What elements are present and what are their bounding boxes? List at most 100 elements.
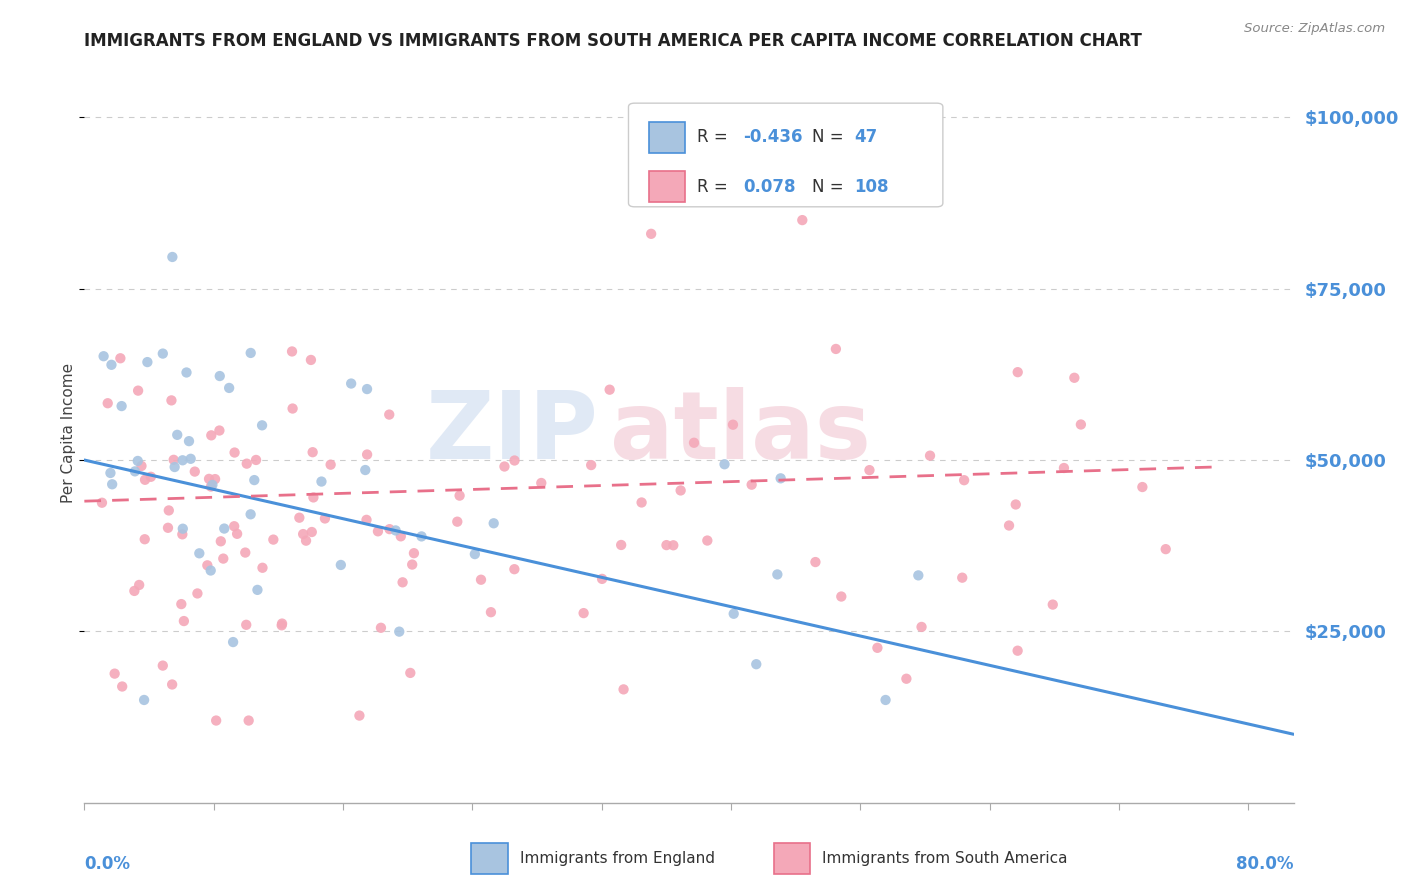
Point xyxy=(288,510,311,524)
Point xyxy=(163,460,186,475)
Point xyxy=(132,693,155,707)
Point xyxy=(830,590,852,604)
Point xyxy=(479,605,502,619)
Text: -0.436: -0.436 xyxy=(744,128,803,146)
Point xyxy=(301,524,323,539)
Point xyxy=(250,418,273,433)
Point xyxy=(236,457,259,471)
Point xyxy=(157,503,180,517)
Text: Source: ZipAtlas.com: Source: ZipAtlas.com xyxy=(1244,22,1385,36)
Point xyxy=(186,586,208,600)
Point xyxy=(180,451,202,466)
Point xyxy=(662,538,685,552)
Text: 0.078: 0.078 xyxy=(744,178,796,196)
Point xyxy=(402,546,425,560)
FancyBboxPatch shape xyxy=(471,843,508,874)
Point xyxy=(200,564,222,578)
Point xyxy=(1053,461,1076,475)
Point xyxy=(391,575,413,590)
Point xyxy=(579,458,602,472)
Point xyxy=(494,459,516,474)
Point xyxy=(503,562,526,576)
Point xyxy=(184,465,207,479)
Point xyxy=(134,473,156,487)
Point xyxy=(389,529,412,543)
Point xyxy=(610,538,633,552)
Point xyxy=(100,358,122,372)
Point xyxy=(388,624,411,639)
Point xyxy=(329,558,352,572)
Point xyxy=(319,458,342,472)
Point xyxy=(110,351,132,366)
Point xyxy=(591,572,613,586)
Point xyxy=(301,445,323,459)
Point xyxy=(243,473,266,487)
Point xyxy=(136,355,159,369)
Text: 108: 108 xyxy=(855,178,889,196)
Point xyxy=(721,417,744,432)
Point xyxy=(918,449,941,463)
Point xyxy=(950,571,973,585)
Text: IMMIGRANTS FROM ENGLAND VS IMMIGRANTS FROM SOUTH AMERICA PER CAPITA INCOME CORRE: IMMIGRANTS FROM ENGLAND VS IMMIGRANTS FR… xyxy=(84,32,1142,50)
Text: 80.0%: 80.0% xyxy=(1236,855,1294,872)
Point xyxy=(212,522,235,536)
Point xyxy=(271,616,294,631)
Point xyxy=(208,369,231,384)
Point xyxy=(163,453,186,467)
Point xyxy=(302,491,325,505)
Text: N =: N = xyxy=(813,178,849,196)
Point xyxy=(866,640,889,655)
Point xyxy=(235,617,257,632)
Text: 47: 47 xyxy=(855,128,877,146)
FancyBboxPatch shape xyxy=(650,171,685,202)
Point xyxy=(198,472,221,486)
Point xyxy=(172,453,194,467)
Point xyxy=(1004,498,1026,512)
Point xyxy=(356,448,378,462)
Point xyxy=(713,457,735,471)
Point xyxy=(295,533,318,548)
Point xyxy=(101,477,124,491)
Point xyxy=(875,693,897,707)
Point xyxy=(224,519,246,533)
Point xyxy=(572,606,595,620)
Point xyxy=(723,607,745,621)
Point xyxy=(222,635,245,649)
Point xyxy=(162,250,184,264)
Point xyxy=(238,714,260,728)
Point xyxy=(683,435,706,450)
Point xyxy=(825,342,848,356)
Y-axis label: Per Capita Income: Per Capita Income xyxy=(60,362,76,503)
Text: ZIP: ZIP xyxy=(426,386,599,479)
Point xyxy=(299,353,322,368)
Point xyxy=(1130,480,1153,494)
Point xyxy=(218,381,240,395)
Point xyxy=(245,453,267,467)
Text: Immigrants from South America: Immigrants from South America xyxy=(823,851,1067,866)
Point xyxy=(1007,365,1029,379)
Point xyxy=(152,658,174,673)
Text: atlas: atlas xyxy=(610,386,872,479)
Point xyxy=(212,551,235,566)
Point xyxy=(270,618,292,632)
Point xyxy=(262,533,284,547)
Point xyxy=(124,583,146,598)
Point xyxy=(766,567,789,582)
Point xyxy=(91,496,114,510)
Point xyxy=(449,489,471,503)
Point xyxy=(640,227,662,241)
Text: N =: N = xyxy=(813,128,849,146)
Point xyxy=(655,538,678,552)
Point xyxy=(804,555,827,569)
Point xyxy=(446,515,468,529)
Point xyxy=(354,463,377,477)
Point xyxy=(97,396,120,410)
Point xyxy=(792,213,814,227)
Point xyxy=(160,677,183,691)
FancyBboxPatch shape xyxy=(773,843,810,874)
Point xyxy=(134,533,156,547)
Point xyxy=(311,475,333,489)
Point xyxy=(172,522,194,536)
Point xyxy=(356,513,378,527)
Point xyxy=(669,483,692,498)
